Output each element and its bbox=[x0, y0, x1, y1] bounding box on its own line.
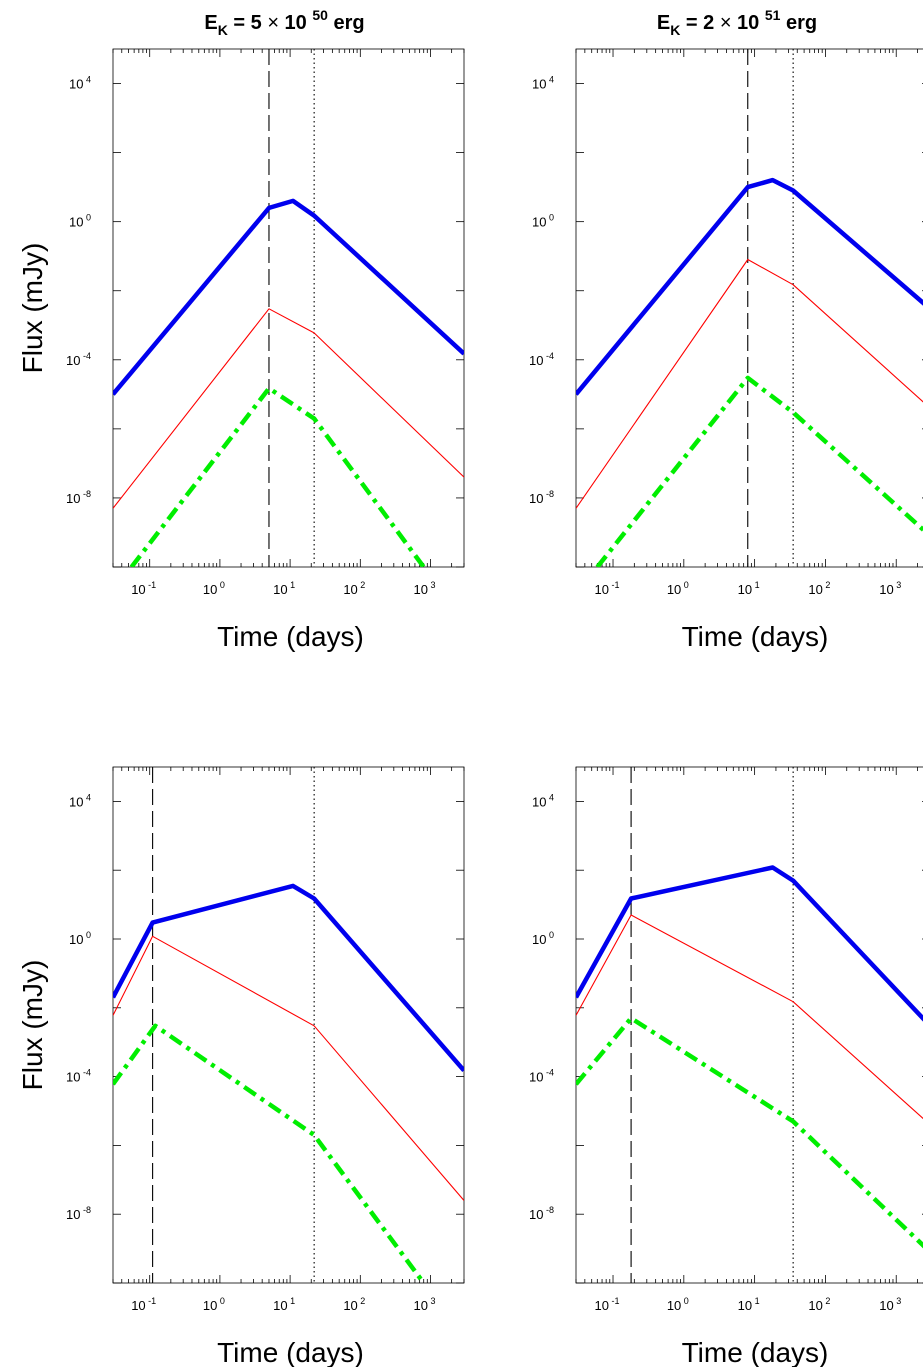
x-tick-label: 10 2 bbox=[343, 1296, 365, 1313]
y-tick-label: 10 4 bbox=[69, 75, 91, 92]
x-tick-label: 10 3 bbox=[879, 1296, 901, 1313]
series-line-1 bbox=[576, 865, 923, 1022]
chart-panel-4: 10 -1 10 0 10 1 10 2 10 3 10 -8 10 -4 10 0 10 4 T… bbox=[529, 766, 923, 1367]
y-tick-label: 10 -4 bbox=[529, 1068, 554, 1085]
x-tick-label: 10 -1 bbox=[595, 580, 620, 597]
series-line-2 bbox=[113, 308, 464, 509]
plot-area bbox=[576, 767, 923, 1283]
x-tick-label: 10 1 bbox=[738, 580, 760, 597]
x-tick-label: 10 2 bbox=[343, 580, 365, 597]
y-tick-label: 10 0 bbox=[532, 930, 554, 947]
x-tick-label: 10 3 bbox=[414, 1296, 436, 1313]
y-tick-label: 10 -8 bbox=[529, 1205, 554, 1222]
y-tick-label: 10 0 bbox=[69, 213, 91, 230]
x-tick-label: 10 -1 bbox=[131, 580, 156, 597]
x-tick-label: 10 2 bbox=[808, 1296, 830, 1313]
series-line-3 bbox=[129, 386, 426, 567]
x-tick-label: 10 1 bbox=[273, 580, 295, 597]
x-axis-label: Time (days) bbox=[217, 1337, 364, 1367]
y-tick-label: 10 4 bbox=[69, 792, 91, 809]
chart-title: EK = 2 × 10 51 erg bbox=[657, 7, 817, 38]
y-tick-label: 10 -4 bbox=[529, 351, 554, 368]
x-tick-label: 10 0 bbox=[667, 580, 689, 597]
plot-area bbox=[576, 49, 923, 567]
series-line-3 bbox=[113, 1023, 426, 1283]
x-tick-label: 10 3 bbox=[879, 580, 901, 597]
x-tick-label: 10 3 bbox=[414, 580, 436, 597]
y-tick-label: 10 -4 bbox=[66, 351, 91, 368]
x-tick-label: 10 -1 bbox=[595, 1296, 620, 1313]
chart-panel-1: 10 -1 10 0 10 1 10 2 10 3 10 -8 10 -4 10 0 10 4 T… bbox=[17, 7, 465, 652]
x-axis-label: Time (days) bbox=[217, 621, 364, 652]
y-tick-label: 10 -4 bbox=[66, 1068, 91, 1085]
y-axis-label: Flux (mJy) bbox=[17, 960, 48, 1091]
series-line-2 bbox=[576, 914, 923, 1120]
axes-frame bbox=[575, 766, 923, 1284]
y-tick-label: 10 0 bbox=[532, 213, 554, 230]
x-tick-label: 10 2 bbox=[808, 580, 830, 597]
chart-panel-3: 10 -1 10 0 10 1 10 2 10 3 10 -8 10 -4 10 0 10 4 T… bbox=[17, 766, 465, 1367]
series-line-1 bbox=[113, 198, 464, 396]
axes-frame bbox=[575, 48, 923, 568]
x-axis-label: Time (days) bbox=[682, 1337, 829, 1367]
x-tick-label: 10 0 bbox=[203, 580, 225, 597]
chart-title: EK = 5 × 10 50 erg bbox=[204, 7, 364, 38]
series-line-3 bbox=[595, 375, 923, 567]
series-line-3 bbox=[576, 1015, 923, 1249]
y-tick-label: 10 4 bbox=[532, 75, 554, 92]
y-axis-label: Flux (mJy) bbox=[17, 243, 48, 374]
x-tick-label: 10 0 bbox=[203, 1296, 225, 1313]
series-line-2 bbox=[113, 935, 464, 1201]
x-tick-label: 10 1 bbox=[738, 1296, 760, 1313]
x-axis-label: Time (days) bbox=[682, 621, 829, 652]
axes-frame bbox=[112, 48, 465, 568]
y-tick-label: 10 4 bbox=[532, 792, 554, 809]
x-tick-label: 10 0 bbox=[667, 1296, 689, 1313]
axes-frame bbox=[112, 766, 465, 1284]
plot-area bbox=[113, 767, 464, 1283]
x-tick-label: 10 1 bbox=[273, 1296, 295, 1313]
series-line-1 bbox=[113, 883, 464, 1072]
series-line-2 bbox=[576, 258, 923, 509]
chart-panel-2: 10 -1 10 0 10 1 10 2 10 3 10 -8 10 -4 10 0 10 4 T… bbox=[529, 7, 923, 652]
y-tick-label: 10 0 bbox=[69, 930, 91, 947]
y-tick-label: 10 -8 bbox=[66, 1205, 91, 1222]
y-tick-label: 10 -8 bbox=[529, 489, 554, 506]
plot-area bbox=[113, 49, 464, 567]
series-line-1 bbox=[576, 177, 923, 396]
y-tick-label: 10 -8 bbox=[66, 489, 91, 506]
x-tick-label: 10 -1 bbox=[131, 1296, 156, 1313]
